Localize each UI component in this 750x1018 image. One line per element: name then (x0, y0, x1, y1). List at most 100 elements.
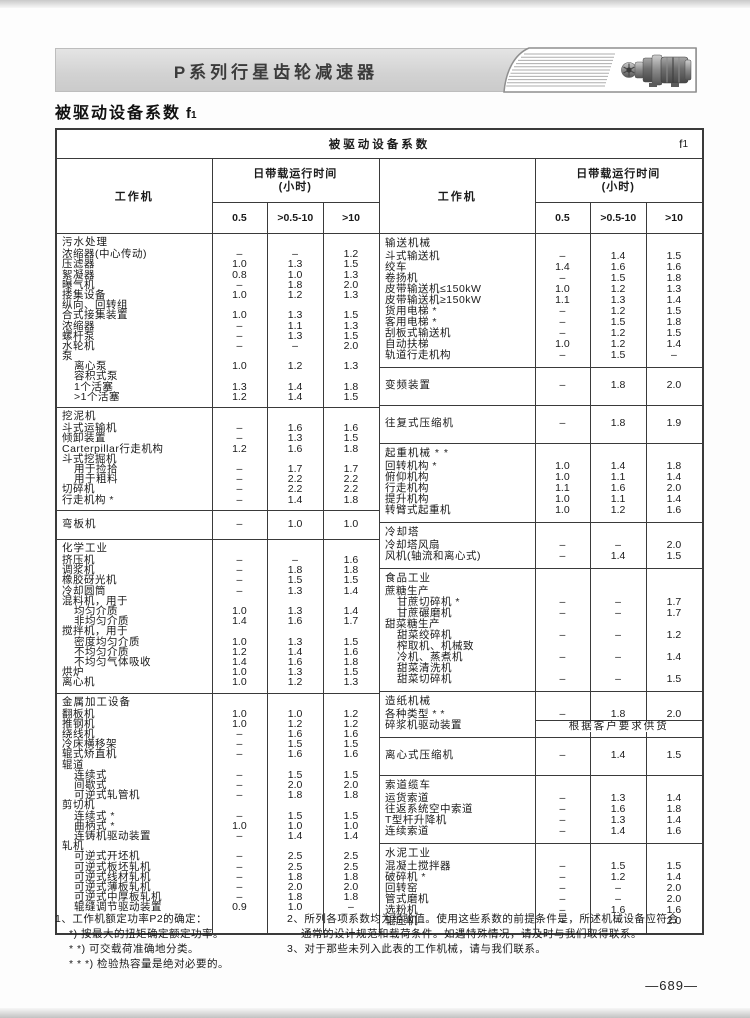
cell-value: 1.0 (287, 707, 303, 720)
cell-value: 1.3 (610, 814, 626, 826)
cell-value: 1.6 (610, 261, 626, 273)
cell-value: 1.8 (287, 891, 303, 904)
row-label: 运货索道 (385, 792, 429, 804)
left-table-sections: 污水处理 浓缩器(中心传动) – –1.2 压滤器 1.0 1.3 1.5 絮凝器 0.8 1.0 1… (57, 234, 379, 917)
cell-value: 1.3 (287, 635, 303, 648)
row-label: 轨道行走机构 (385, 349, 451, 361)
row-label: 选粉机 (385, 904, 418, 916)
cell-value: – (559, 272, 566, 284)
table-row: 间歇式 – 2.0 2.0 (57, 780, 379, 791)
cell-value: – (559, 379, 566, 391)
row-label: 甜菜切碎机 (397, 673, 452, 685)
row-label: 往返系统空中索道 (385, 803, 473, 815)
table-row: 榨取机、机械致 (380, 641, 702, 652)
cell-value: 1.5 (610, 349, 626, 361)
row-label: 纵向、回转组 (62, 299, 128, 312)
cell-value: 1.5 (666, 305, 682, 317)
row-label: 甘蔗切碎机 * (397, 596, 461, 608)
table-row: 水泥工业 (380, 848, 702, 859)
row-label: 挤压机 (62, 554, 95, 567)
table-row: 自动扶梯 1.0 1.2 1.4 (380, 339, 702, 350)
table-row: 橡胶砑光机 – 1.5 1.5 (57, 574, 379, 587)
table-row: >1个活塞 1.2 1.4 1.5 (57, 391, 379, 402)
cell-value: 0.9 (232, 901, 247, 914)
cell-value: – (615, 607, 622, 619)
table-row: 客用电梯 * – 1.5 1.8 (380, 317, 702, 328)
cell-value: 1.6 (343, 728, 359, 741)
cell-value: 1.6 (666, 504, 682, 516)
cell-value: – (236, 584, 243, 597)
table-section: 冷却塔 冷却塔风扇 – –2.0 风机(轴流和离心式) –1.4 1.5 (380, 522, 702, 568)
cell-value: 1.6 (666, 904, 682, 916)
section-row-title: 化学工业 (62, 541, 108, 554)
cell-value: 1.6 (287, 442, 303, 455)
table-row: 搅拌机，用于 (57, 625, 379, 638)
cell-value: 1.2 (343, 707, 359, 720)
table-row: 碎浆机驱动装置 根据客户要求供货 (380, 720, 702, 732)
cell-value: 1.5 (343, 329, 359, 342)
table-body: 工作机 日带载运行时间 (小时) 0.5 >0.5-10 >10 污水处理 浓缩器… (57, 159, 702, 933)
cell-value: 1.5 (343, 574, 359, 587)
footnote-1-sub: * *) 可交载荷准确地分类。 (69, 943, 200, 955)
row-label: 可逆式薄板轧机 (74, 880, 151, 893)
cell-value: 1.2 (610, 305, 626, 317)
row-label: 不均匀介质 (74, 645, 129, 658)
cell-value: 1.5 (666, 749, 682, 761)
cell-value: 1.8 (287, 278, 303, 291)
cell-value: 2.5 (343, 860, 359, 873)
table-row: 浓缩器 – 1.1 1.3 (57, 320, 379, 331)
section-row-title: 往复式压缩机 (385, 417, 454, 429)
row-label: 辊式矫直机 (62, 748, 117, 761)
row-label: T型杆升降机 (385, 814, 447, 826)
table-row: 切碎机 – 2.2 2.2 (57, 484, 379, 495)
cell-value: 1.4 (666, 294, 682, 306)
cell-value: 1.0 (232, 258, 247, 271)
section-title-text: 被驱动设备系数 (55, 105, 182, 122)
cell-value: 2.5 (343, 850, 359, 863)
table-row: 曝气机 – 1.8 2.0 (57, 278, 379, 291)
cell-value: 2.0 (666, 539, 682, 551)
table-row: 化学工业 (57, 541, 379, 554)
cell-value: – (559, 882, 566, 894)
table-row: 挖泥机 (57, 411, 379, 422)
cell-value: – (348, 901, 354, 914)
cell-value: 1.2 (343, 717, 359, 730)
cell-value: 1.8 (343, 789, 359, 802)
table-row: 冷却圆筒 – 1.3 1.4 (57, 584, 379, 597)
cell-value (267, 237, 323, 247)
cell-value: 1.2 (232, 442, 247, 455)
table-row: 皮带输送机≤150kW 1.0 1.2 1.3 (380, 284, 702, 295)
caption-f: f (679, 137, 683, 151)
cell-value: – (559, 316, 566, 328)
cell-value: 1.0 (232, 309, 247, 322)
footnote-3: 3、对于那些未列入此表的工作机械，请与我们联系。 (287, 942, 700, 957)
table-row: 刮板式输送机 – 1.2 1.5 (380, 328, 702, 339)
row-label: 斗式输送机 (385, 250, 440, 262)
table-row: 纵向、回转组 (57, 299, 379, 312)
row-label: 管式磨机 (385, 893, 429, 905)
cell-value: 1.8 (610, 708, 626, 720)
table-row: 可逆式开坯机 – 2.5 2.5 (57, 850, 379, 863)
col-subheaders: 0.5 >0.5-10 >10 (212, 203, 379, 233)
subcol-10: >10 (342, 212, 360, 224)
cell-value: – (559, 417, 566, 429)
col-time-line1: 日带载运行时间 (253, 167, 338, 180)
page-edge-top (0, 0, 750, 8)
table-row: 提升机构 1.0 1.1 1.4 (380, 494, 702, 505)
section-row-title: 起重机械 * * (385, 447, 450, 459)
table-row: 往复式压缩机 – 1.8 1.9 (380, 418, 702, 429)
row-label: 推钢机 (62, 717, 95, 730)
row-label: 合式接集装置 (62, 309, 128, 322)
cell-value: – (559, 629, 566, 641)
cell-value: – (615, 629, 622, 641)
table-row: 连铸机驱动装置 – 1.4 1.4 (57, 829, 379, 842)
row-label: 搅拌机，用于 (62, 625, 128, 638)
cell-value: 1.8 (343, 891, 359, 904)
row-label: 可逆式开坯机 (74, 850, 140, 863)
row-label: 客用电梯 * (385, 316, 438, 328)
cell-value: 2.0 (343, 880, 359, 893)
row-label: 连续索道 (385, 825, 429, 837)
cell-value: – (236, 870, 243, 883)
cell-value: – (236, 829, 243, 842)
row-label: 刮板式输送机 (385, 327, 451, 339)
